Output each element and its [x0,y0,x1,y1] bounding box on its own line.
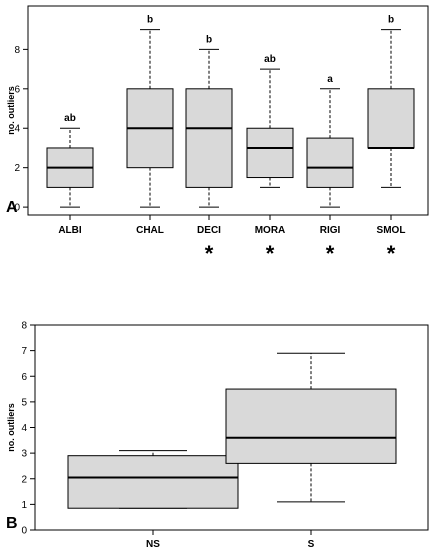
panel-a-smol-group-label: b [388,15,394,26]
panel-b-y-tick-label: 5 [21,397,27,408]
panel-b-y-tick-label: 3 [21,449,27,460]
panel-a-rigi-significance-mark: * [326,241,335,266]
panel-b-y-tick-label: 4 [21,423,27,434]
panel-b-s-box [225,388,397,464]
panel-a-label: A [6,199,18,216]
panel-a-rigi-box [306,137,354,188]
panel-a-smol-box [367,88,415,149]
panel-b-y-tick-label: 6 [21,372,27,383]
panel-a-smol-significance-mark: * [387,241,396,266]
panel-a-albi-category-label: ALBI [58,225,82,236]
panel-b-y-tick-label: 2 [21,474,27,485]
panel-a-y-axis-title: no. outliers [6,86,16,135]
panel-a-y-tick-label: 6 [14,84,20,95]
panel-a-rigi-group-label: a [327,74,333,85]
panel-b-s-category-label: S [308,539,315,550]
panel-b-y-tick-label: 8 [21,321,27,332]
panel-a-rigi-category-label: RIGI [320,225,341,236]
panel-a-chal-group-label: b [147,15,153,26]
panel-a-deci-category-label: DECI [197,225,221,236]
panel-b-y-axis-title: no. outliers [6,403,16,452]
panel-b-y-tick-label: 1 [21,500,27,511]
panel-a-smol-category-label: SMOL [377,225,406,236]
panel-a-y-tick-label: 0 [14,203,20,214]
panel-a-mora-category-label: MORA [255,225,286,236]
panel-a-y-tick-label: 8 [14,45,20,56]
panel-b-ns-box [67,455,239,509]
panel-a-deci-significance-mark: * [205,241,214,266]
panel-b-label: B [6,515,18,532]
panel-a-mora-box [246,127,294,179]
panel-a-deci-group-label: b [206,34,212,45]
panel-a-mora-group-label: ab [264,54,276,65]
panel-a-deci-box [185,88,233,188]
panel-a-frame [27,5,429,216]
panel-a-chal-category-label: CHAL [136,225,164,236]
panel-a-y-tick-label: 4 [14,124,20,135]
panel-a-albi-group-label: ab [64,113,76,124]
panel-a-mora-significance-mark: * [266,241,275,266]
panel-b-ns-category-label: NS [146,539,160,550]
panel-b-y-tick-label: 7 [21,346,27,357]
panel-b-y-tick-label: 0 [21,526,27,537]
panel-a-y-tick-label: 2 [14,163,20,174]
